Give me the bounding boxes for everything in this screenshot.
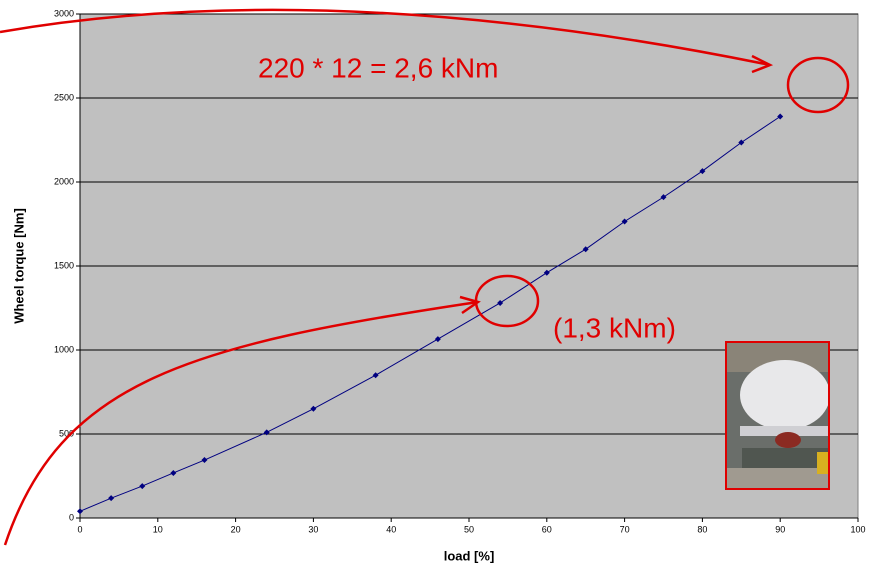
y-axis-label: Wheel torque [Nm] xyxy=(11,208,26,324)
x-tick-label: 0 xyxy=(77,524,82,534)
circle-middle xyxy=(474,274,540,328)
marker xyxy=(170,469,177,476)
marker xyxy=(621,218,628,225)
marker xyxy=(434,336,441,343)
marker xyxy=(699,168,706,175)
y-tick-label: 2500 xyxy=(54,92,74,102)
annotation: (1,3 kNm) xyxy=(553,312,676,343)
x-tick-label: 90 xyxy=(775,524,785,534)
photo-fuselage xyxy=(740,426,829,436)
x-tick-label: 80 xyxy=(697,524,707,534)
photo-nose xyxy=(740,360,830,430)
marker xyxy=(543,269,550,276)
arrow-middle xyxy=(3,300,479,546)
photo-tug xyxy=(817,452,829,474)
marker xyxy=(77,508,83,515)
marker xyxy=(310,405,317,412)
annotation: 220 * 12 = 2,6 kNm xyxy=(258,52,498,83)
y-tick-label: 1500 xyxy=(54,260,74,270)
x-tick-label: 100 xyxy=(850,524,865,534)
marker xyxy=(108,495,115,502)
marker xyxy=(777,113,784,120)
marker xyxy=(582,246,589,253)
y-tick-label: 1000 xyxy=(54,344,74,354)
marker xyxy=(660,194,667,201)
x-tick-label: 40 xyxy=(386,524,396,534)
x-tick-label: 20 xyxy=(231,524,241,534)
x-axis-label: load [%] xyxy=(444,548,495,563)
y-tick-label: 2000 xyxy=(54,176,74,186)
photo-frame xyxy=(725,341,830,490)
marker xyxy=(372,372,379,379)
y-tick-label: 500 xyxy=(59,428,74,438)
circle-top xyxy=(786,56,850,114)
x-tick-label: 30 xyxy=(308,524,318,534)
photo-floor xyxy=(726,468,829,489)
photo-engine xyxy=(775,432,801,448)
y-tick-label: 0 xyxy=(69,512,74,522)
series xyxy=(77,113,784,515)
photo-gear xyxy=(742,448,829,468)
arrow-top xyxy=(0,8,771,67)
x-tick-label: 10 xyxy=(153,524,163,534)
photo xyxy=(725,341,830,490)
arrowhead-middle xyxy=(459,295,481,315)
x-tick-label: 50 xyxy=(464,524,474,534)
marker xyxy=(139,483,146,490)
x-tick-label: 60 xyxy=(542,524,552,534)
marker xyxy=(497,299,504,306)
marker xyxy=(263,429,270,436)
y-tick-label: 3000 xyxy=(54,8,74,18)
x-tick-label: 70 xyxy=(620,524,630,534)
marker xyxy=(738,139,745,146)
arrowhead-top xyxy=(751,54,774,74)
marker xyxy=(201,457,208,464)
